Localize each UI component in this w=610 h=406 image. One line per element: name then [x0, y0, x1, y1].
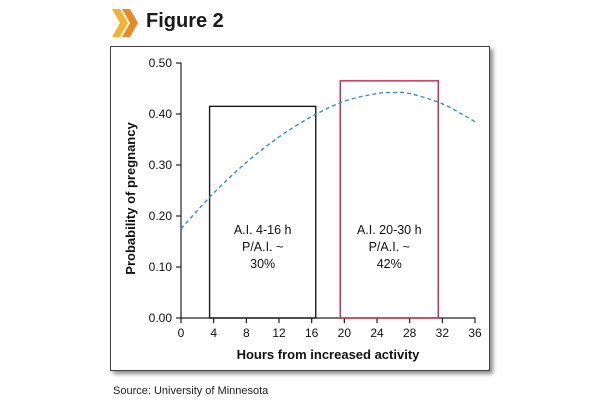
chart: 0.00 0.10 0.20 0.30 0.40 0.50 0 4 8 12 16 20 24 28 32 3… [123, 56, 482, 362]
y-axis-label: Probability of pregnancy [123, 122, 138, 275]
y-tick-label: 0.20 [149, 209, 173, 223]
annotation-text: P/A.I. ~ [369, 240, 410, 254]
x-tick-label: 24 [370, 326, 384, 340]
x-axis-label: Hours from increased activity [237, 347, 421, 362]
x-tick-label: 36 [468, 326, 482, 340]
x-tick-label: 4 [210, 326, 217, 340]
annotation-box [339, 80, 439, 319]
x-tick-label: 16 [305, 326, 319, 340]
y-tick-label: 0.30 [149, 158, 173, 172]
x-tick-label: 32 [436, 326, 450, 340]
x-tick-label: 12 [272, 326, 286, 340]
y-tick-label: 0.10 [149, 260, 173, 274]
series-line [180, 91, 476, 230]
x-tick-label: 8 [243, 326, 250, 340]
annotation-text: 30% [250, 257, 275, 271]
annotation-text: 42% [377, 257, 402, 271]
y-tick-label: 0.00 [149, 311, 173, 325]
source-text: Source: University of Minnesota [113, 385, 269, 397]
annotation-box [208, 105, 317, 319]
chart-frame: 0.00 0.10 0.20 0.30 0.40 0.50 0 4 8 12 16 20 24 28 32 3… [110, 46, 490, 371]
annotation-text: A.I. 4-16 h [234, 223, 292, 237]
x-tick-label: 28 [403, 326, 417, 340]
y-tick-label: 0.40 [149, 107, 173, 121]
figure-header: Figure 2 [112, 6, 262, 40]
figure-title: Figure 2 [146, 10, 224, 32]
annotation-text: P/A.I. ~ [242, 240, 283, 254]
x-tick-label: 20 [338, 326, 352, 340]
chevron-icon [112, 9, 138, 37]
annotation-text: A.I. 20-30 h [357, 223, 422, 237]
x-tick-label: 0 [178, 326, 185, 340]
y-tick-label: 0.50 [149, 56, 173, 70]
